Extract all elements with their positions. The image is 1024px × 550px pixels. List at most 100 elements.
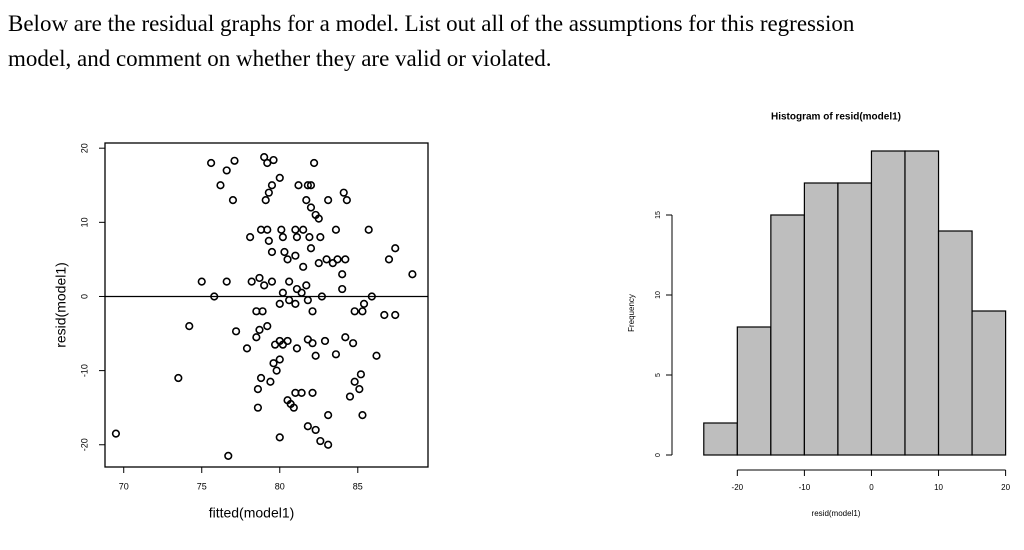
x-axis-label: fitted(model1) [209,505,295,521]
point [111,429,121,438]
y-tick-label: 20 [79,143,89,153]
point [306,203,316,212]
y-tick-label: 15 [655,211,662,219]
y-axis-label: resid(model1) [53,262,69,348]
point [266,377,275,386]
bar [937,230,973,456]
point [297,288,306,297]
point [272,366,281,375]
point [359,299,369,308]
point [275,299,284,308]
point [258,307,267,316]
point [247,277,256,286]
point [380,310,389,320]
point [367,292,376,301]
point [283,336,292,346]
point [222,166,231,175]
point [316,233,325,242]
y-tick-label: 5 [655,373,662,377]
point [299,225,308,234]
point [338,270,347,279]
point [255,325,264,334]
x-tick-label: 10 [934,483,943,492]
point [355,385,364,394]
point [210,292,219,301]
point [197,277,206,286]
x-tick-label: 0 [869,483,874,492]
point [263,322,272,331]
point [342,195,351,205]
point [275,173,284,182]
point [339,188,348,197]
point [242,344,252,353]
point [255,273,264,283]
point [303,181,312,190]
point [308,307,317,316]
y-tick-label: 0 [79,294,89,299]
point [372,351,381,360]
point [302,195,311,205]
point [303,422,312,431]
point [292,233,302,242]
y-axis-label: Frequency [627,294,636,332]
x-tick-label: 20 [1001,483,1010,492]
x-tick-label: -10 [799,483,811,492]
point [331,225,341,234]
point [252,333,261,342]
x-tick-label: 80 [275,481,285,491]
point [256,373,266,383]
point [267,247,277,257]
point [292,344,302,353]
point [294,181,303,190]
point [345,392,355,401]
point [341,333,350,342]
point [291,299,300,308]
point [391,310,400,320]
point [391,244,400,253]
bar [870,150,906,456]
point [207,158,216,168]
point [222,277,231,286]
bar [904,150,940,456]
point [316,436,325,446]
point [338,284,347,294]
point [333,255,342,264]
y-tick-label: 0 [655,453,662,457]
plot-frame [104,142,429,468]
point [306,244,316,253]
point [308,388,317,397]
point [289,403,298,412]
point [275,433,284,442]
point [283,255,292,264]
point [263,225,272,234]
point [341,255,350,264]
point [299,262,308,271]
point [285,296,294,305]
point [356,370,366,379]
point [314,259,323,268]
point [275,355,284,364]
point [277,225,286,234]
point [174,373,183,383]
point [278,233,287,242]
point [278,288,287,297]
point [260,281,269,290]
y-tick-label: -10 [79,364,89,377]
point [322,255,331,264]
point [358,411,367,420]
point [291,251,300,260]
point [311,425,320,435]
point [264,236,273,245]
point [246,233,255,242]
point [291,225,300,234]
point [224,451,233,460]
point [306,181,316,190]
x-tick-label: 75 [197,481,207,491]
point [230,156,239,165]
point [314,214,323,223]
point [261,195,270,205]
point [364,225,373,234]
point [216,181,225,190]
